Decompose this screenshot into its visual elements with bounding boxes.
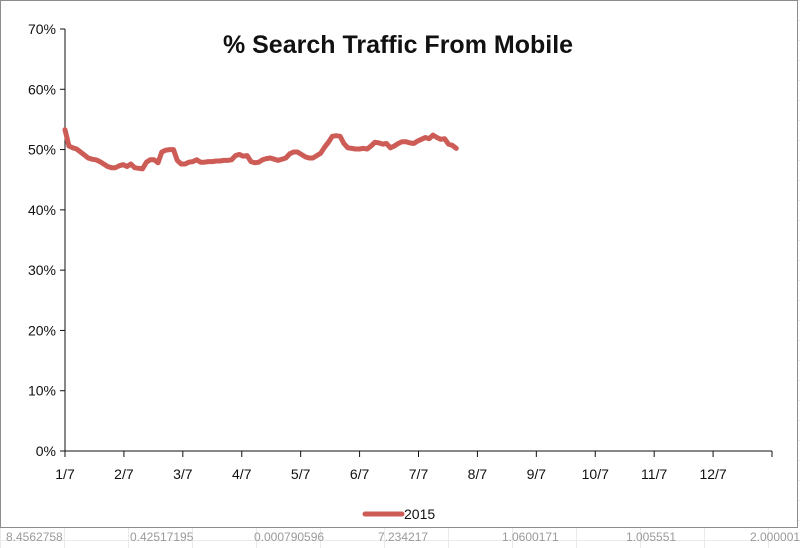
x-tick-label: 2/7 bbox=[114, 466, 134, 482]
x-tick-label: 9/7 bbox=[527, 466, 547, 482]
sheet-cell: 1.005551 bbox=[626, 530, 677, 544]
x-tick-label: 8/7 bbox=[468, 466, 488, 482]
x-tick-label: 10/7 bbox=[582, 466, 609, 482]
sheet-cell: 0.42517195 bbox=[130, 530, 194, 544]
sheet-cell: 0.000790596 bbox=[254, 530, 325, 544]
series-line-2015 bbox=[62, 127, 459, 172]
y-tick-label: 20% bbox=[28, 322, 56, 338]
y-tick-label: 40% bbox=[28, 202, 56, 218]
y-axis: 0% 10% 20% 30% 40% 50% 60% 70% bbox=[28, 21, 66, 459]
sheet-cell: 2.000001 bbox=[750, 530, 800, 544]
x-tick-label: 12/7 bbox=[699, 466, 726, 482]
x-tick-label: 6/7 bbox=[350, 466, 370, 482]
y-tick-label: 30% bbox=[28, 262, 56, 278]
sheet-cell: 7.234217 bbox=[378, 530, 429, 544]
y-tick-label: 10% bbox=[28, 383, 56, 399]
series-layer bbox=[62, 127, 459, 172]
y-tick-label: 0% bbox=[36, 443, 56, 459]
x-tick-label: 3/7 bbox=[173, 466, 193, 482]
legend-label-2015: 2015 bbox=[404, 506, 435, 522]
x-axis: 1/7 2/7 3/7 4/7 5/7 6/7 7/7 8/7 9/7 10/7 11/7 12/7 bbox=[55, 450, 773, 482]
chart-area[interactable] bbox=[0, 0, 798, 528]
chart-title: % Search Traffic From Mobile bbox=[223, 31, 573, 59]
sheet-cell: 8.4562758 bbox=[6, 530, 63, 544]
spreadsheet-cell-row: 8.4562758 0.42517195 0.000790596 7.234217 1.… bbox=[0, 530, 800, 548]
legend: 2015 bbox=[362, 506, 435, 522]
x-tick-label: 5/7 bbox=[291, 466, 311, 482]
x-tick-label: 1/7 bbox=[55, 466, 75, 482]
sheet-cell: 1.0600171 bbox=[502, 530, 559, 544]
y-tick-label: 60% bbox=[28, 81, 56, 97]
y-tick-label: 70% bbox=[28, 21, 56, 37]
x-tick-label: 7/7 bbox=[409, 466, 429, 482]
x-tick-label: 4/7 bbox=[232, 466, 252, 482]
x-tick-label: 11/7 bbox=[641, 466, 667, 482]
y-tick-label: 50% bbox=[28, 142, 56, 158]
